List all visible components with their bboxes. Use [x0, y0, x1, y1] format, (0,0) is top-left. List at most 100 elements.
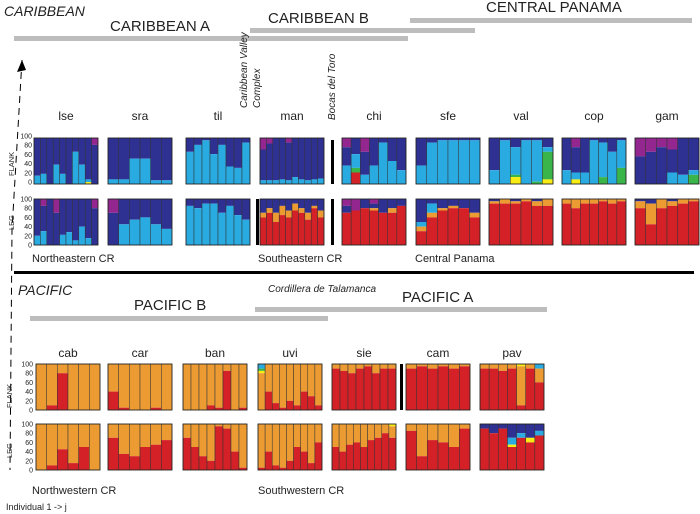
bar-segment-sky — [580, 172, 590, 184]
bocas-divider-leg — [331, 199, 334, 245]
bar-segment-orange — [426, 212, 438, 218]
pop-label-cop: cop — [584, 109, 604, 123]
panel-frame — [107, 423, 173, 471]
bar-segment-red — [150, 444, 162, 470]
bar-segment-sky — [118, 179, 130, 184]
bar-segment-navy — [129, 138, 140, 159]
bar-segment-red — [448, 447, 460, 470]
bar-segment-orange — [589, 199, 599, 204]
bar-segment-orange — [57, 424, 68, 450]
bar-segment-navy — [311, 199, 318, 206]
bar-segment-navy — [489, 199, 500, 202]
bar-segment-orange — [380, 364, 388, 369]
bar-segment-red — [207, 460, 215, 470]
bar-segment-purple — [266, 138, 273, 144]
bocas-del-toro-label: Bocas del Toro — [327, 53, 338, 120]
bar-segment-red — [199, 456, 207, 470]
y-tick-caribbean-flank: 100 — [20, 134, 32, 141]
bar-segment-sky — [448, 140, 459, 184]
bar-segment-orange — [542, 199, 553, 206]
bar-segment-red — [416, 366, 428, 410]
bar-segment-orange — [387, 208, 397, 213]
bar-segment-navy — [53, 138, 60, 165]
bar-segment-red — [314, 405, 322, 410]
bar-segment-red — [339, 451, 347, 470]
bar-segment-navy — [531, 199, 543, 202]
pop-label-sra: sra — [132, 109, 149, 123]
bar-segment-navy — [667, 149, 678, 173]
panel-frame — [259, 137, 325, 185]
panel-caribbean-til-leg — [185, 198, 251, 246]
bar-segment-navy — [242, 199, 250, 220]
bar-segment-navy — [489, 138, 500, 171]
bar-segment-orange — [286, 364, 294, 401]
bar-segment-sky — [78, 164, 86, 184]
bar-segment-red — [272, 403, 280, 410]
bar-segment-orange — [191, 424, 199, 447]
panel-frame — [33, 137, 99, 185]
bar-segment-orange — [367, 424, 375, 441]
bar-segment-red — [367, 440, 375, 470]
bar-segment-navy — [510, 138, 521, 148]
bar-segment-red — [458, 208, 470, 245]
panel-caribbean-sra-leg — [107, 198, 173, 246]
bar-segment-sky — [186, 151, 194, 184]
bar-segment-red — [293, 447, 301, 470]
panel-pacific-ban-flank — [182, 363, 248, 411]
bar-segment-orange — [416, 226, 427, 232]
bar-segment-sky — [266, 180, 273, 184]
bar-segment-sky — [242, 219, 250, 245]
panel-frame — [182, 363, 248, 411]
y-tick-caribbean-flank: 60 — [24, 152, 32, 159]
pop-label-gam: gam — [655, 109, 678, 123]
bar-segment-yellow — [85, 182, 92, 184]
bar-segment-sky — [272, 180, 280, 184]
bar-segment-navy — [656, 147, 667, 184]
bar-segment-red — [279, 215, 286, 245]
bar-segment-green — [258, 368, 266, 371]
bar-segment-green — [531, 181, 543, 184]
panel-frame — [341, 198, 407, 246]
area-southwestern-cr: Southwestern CR — [258, 485, 344, 497]
panel-frame — [185, 198, 251, 246]
bar-segment-red — [223, 428, 231, 470]
bar-segment-red — [542, 205, 553, 245]
bar-segment-orange — [118, 424, 130, 454]
bar-segment-red — [406, 368, 417, 410]
panel-frame — [405, 423, 471, 471]
panel-frame — [561, 198, 627, 246]
bar-segment-orange — [531, 201, 543, 206]
bar-segment-orange — [300, 364, 308, 392]
area-northeastern-cr: Northeastern CR — [32, 253, 115, 265]
bar-segment-red — [150, 407, 162, 410]
bar-segment-navy — [78, 199, 86, 227]
bar-segment-navy — [194, 199, 202, 209]
panel-frame — [257, 363, 323, 411]
bar-segment-navy — [78, 138, 86, 165]
bar-segment-orange — [286, 424, 294, 461]
bar-segment-navy — [118, 199, 130, 225]
bar-segment-sky — [598, 142, 608, 178]
bar-segment-sky — [279, 179, 286, 184]
bar-segment-navy — [458, 138, 470, 141]
bar-segment-red — [286, 400, 294, 410]
bar-segment-navy — [53, 212, 60, 245]
bar-segment-navy — [202, 199, 210, 204]
bar-segment-sky — [210, 203, 218, 245]
panel-pacific-pav-flank — [479, 363, 545, 411]
y-tick-caribbean-flank: 0 — [28, 180, 32, 187]
bar-segment-orange — [580, 199, 590, 204]
bar-segment-sky — [59, 173, 66, 184]
bar-segment-orange — [438, 424, 449, 443]
bar-segment-orange — [314, 424, 322, 443]
bar-segment-orange — [68, 424, 79, 464]
bar-segment-navy — [108, 212, 119, 245]
bar-segment-red — [448, 208, 459, 245]
panel-caribbean-cop-flank — [561, 137, 627, 185]
bar-segment-navy — [161, 138, 172, 181]
area-southeastern-cr: Southeastern CR — [258, 253, 342, 265]
bar-segment-sky — [510, 147, 521, 175]
pacific-flank-row-label: FLANK — [5, 384, 14, 408]
bar-segment-red — [360, 447, 368, 470]
bar-segment-red — [635, 208, 646, 245]
